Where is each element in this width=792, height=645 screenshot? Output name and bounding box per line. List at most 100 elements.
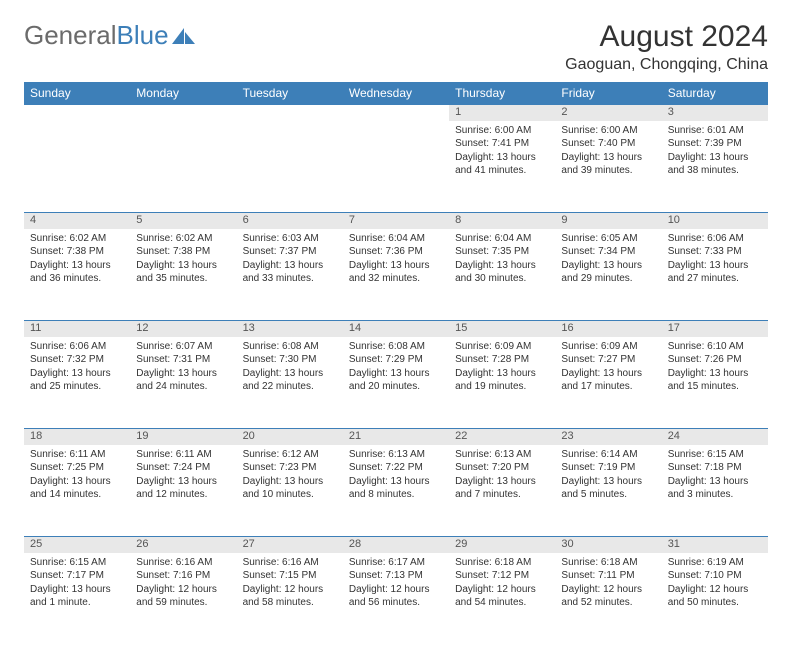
sunset-line: Sunset: 7:24 PM: [136, 461, 230, 475]
sunrise-line: Sunrise: 6:16 AM: [243, 556, 337, 570]
daylight-line: Daylight: 13 hours and 33 minutes.: [243, 259, 337, 286]
day-detail-cell: [343, 121, 449, 213]
sunset-line: Sunset: 7:33 PM: [668, 245, 762, 259]
header: GeneralBlue August 2024 Gaoguan, Chongqi…: [24, 20, 768, 74]
title-block: August 2024 Gaoguan, Chongqing, China: [565, 20, 768, 74]
day-number-cell: 6: [237, 213, 343, 229]
sunrise-line: Sunrise: 6:18 AM: [561, 556, 655, 570]
sunrise-line: Sunrise: 6:02 AM: [136, 232, 230, 246]
sunrise-line: Sunrise: 6:00 AM: [455, 124, 549, 138]
day-detail-cell: Sunrise: 6:17 AMSunset: 7:13 PMDaylight:…: [343, 553, 449, 645]
day-header: Wednesday: [343, 82, 449, 105]
day-number-cell: 12: [130, 321, 236, 337]
daylight-line: Daylight: 12 hours and 52 minutes.: [561, 583, 655, 610]
daylight-line: Daylight: 13 hours and 12 minutes.: [136, 475, 230, 502]
daylight-line: Daylight: 13 hours and 14 minutes.: [30, 475, 124, 502]
day-detail-cell: Sunrise: 6:02 AMSunset: 7:38 PMDaylight:…: [24, 229, 130, 321]
day-detail-cell: Sunrise: 6:02 AMSunset: 7:38 PMDaylight:…: [130, 229, 236, 321]
day-number-cell: 14: [343, 321, 449, 337]
daylight-line: Daylight: 13 hours and 41 minutes.: [455, 151, 549, 178]
day-number-cell: 13: [237, 321, 343, 337]
daylight-line: Daylight: 13 hours and 32 minutes.: [349, 259, 443, 286]
day-detail-cell: Sunrise: 6:19 AMSunset: 7:10 PMDaylight:…: [662, 553, 768, 645]
day-detail-cell: Sunrise: 6:10 AMSunset: 7:26 PMDaylight:…: [662, 337, 768, 429]
daylight-line: Daylight: 13 hours and 27 minutes.: [668, 259, 762, 286]
day-header: Thursday: [449, 82, 555, 105]
daylight-line: Daylight: 13 hours and 22 minutes.: [243, 367, 337, 394]
day-header: Sunday: [24, 82, 130, 105]
daylight-line: Daylight: 13 hours and 25 minutes.: [30, 367, 124, 394]
daylight-line: Daylight: 13 hours and 39 minutes.: [561, 151, 655, 178]
sunrise-line: Sunrise: 6:19 AM: [668, 556, 762, 570]
sunrise-line: Sunrise: 6:17 AM: [349, 556, 443, 570]
sunrise-line: Sunrise: 6:15 AM: [668, 448, 762, 462]
sunset-line: Sunset: 7:30 PM: [243, 353, 337, 367]
day-detail-cell: Sunrise: 6:04 AMSunset: 7:35 PMDaylight:…: [449, 229, 555, 321]
location: Gaoguan, Chongqing, China: [565, 56, 768, 74]
daylight-line: Daylight: 12 hours and 58 minutes.: [243, 583, 337, 610]
day-number-cell: 23: [555, 429, 661, 445]
sunset-line: Sunset: 7:11 PM: [561, 569, 655, 583]
sunrise-line: Sunrise: 6:01 AM: [668, 124, 762, 138]
daylight-line: Daylight: 13 hours and 35 minutes.: [136, 259, 230, 286]
day-number-cell: 10: [662, 213, 768, 229]
daylight-line: Daylight: 13 hours and 1 minute.: [30, 583, 124, 610]
sunset-line: Sunset: 7:23 PM: [243, 461, 337, 475]
daylight-line: Daylight: 12 hours and 56 minutes.: [349, 583, 443, 610]
day-number-cell: 31: [662, 537, 768, 553]
day-detail-cell: Sunrise: 6:06 AMSunset: 7:33 PMDaylight:…: [662, 229, 768, 321]
day-number-cell: 15: [449, 321, 555, 337]
day-number-cell: 27: [237, 537, 343, 553]
day-detail-cell: Sunrise: 6:09 AMSunset: 7:27 PMDaylight:…: [555, 337, 661, 429]
day-header-row: SundayMondayTuesdayWednesdayThursdayFrid…: [24, 82, 768, 105]
day-detail-cell: Sunrise: 6:00 AMSunset: 7:40 PMDaylight:…: [555, 121, 661, 213]
sunset-line: Sunset: 7:28 PM: [455, 353, 549, 367]
detail-row: Sunrise: 6:00 AMSunset: 7:41 PMDaylight:…: [24, 121, 768, 213]
daylight-line: Daylight: 13 hours and 3 minutes.: [668, 475, 762, 502]
sunset-line: Sunset: 7:38 PM: [30, 245, 124, 259]
day-detail-cell: Sunrise: 6:07 AMSunset: 7:31 PMDaylight:…: [130, 337, 236, 429]
detail-row: Sunrise: 6:15 AMSunset: 7:17 PMDaylight:…: [24, 553, 768, 645]
sunset-line: Sunset: 7:36 PM: [349, 245, 443, 259]
month-title: August 2024: [565, 20, 768, 54]
day-detail-cell: Sunrise: 6:18 AMSunset: 7:11 PMDaylight:…: [555, 553, 661, 645]
sunrise-line: Sunrise: 6:13 AM: [455, 448, 549, 462]
logo-text-general: General: [24, 20, 117, 51]
sunset-line: Sunset: 7:38 PM: [136, 245, 230, 259]
sunrise-line: Sunrise: 6:05 AM: [561, 232, 655, 246]
day-number-cell: 25: [24, 537, 130, 553]
sunset-line: Sunset: 7:31 PM: [136, 353, 230, 367]
day-detail-cell: Sunrise: 6:12 AMSunset: 7:23 PMDaylight:…: [237, 445, 343, 537]
day-detail-cell: Sunrise: 6:08 AMSunset: 7:30 PMDaylight:…: [237, 337, 343, 429]
day-header: Saturday: [662, 82, 768, 105]
day-number-cell: 1: [449, 105, 555, 121]
day-number-cell: [343, 105, 449, 121]
sunset-line: Sunset: 7:10 PM: [668, 569, 762, 583]
sunset-line: Sunset: 7:27 PM: [561, 353, 655, 367]
daynum-row: 123: [24, 105, 768, 121]
detail-row: Sunrise: 6:02 AMSunset: 7:38 PMDaylight:…: [24, 229, 768, 321]
day-detail-cell: Sunrise: 6:15 AMSunset: 7:17 PMDaylight:…: [24, 553, 130, 645]
sunset-line: Sunset: 7:35 PM: [455, 245, 549, 259]
day-detail-cell: Sunrise: 6:13 AMSunset: 7:22 PMDaylight:…: [343, 445, 449, 537]
sunset-line: Sunset: 7:39 PM: [668, 137, 762, 151]
day-detail-cell: [237, 121, 343, 213]
sunset-line: Sunset: 7:18 PM: [668, 461, 762, 475]
day-detail-cell: Sunrise: 6:13 AMSunset: 7:20 PMDaylight:…: [449, 445, 555, 537]
daylight-line: Daylight: 13 hours and 20 minutes.: [349, 367, 443, 394]
logo: GeneralBlue: [24, 20, 197, 51]
day-number-cell: 20: [237, 429, 343, 445]
day-detail-cell: Sunrise: 6:18 AMSunset: 7:12 PMDaylight:…: [449, 553, 555, 645]
sunrise-line: Sunrise: 6:00 AM: [561, 124, 655, 138]
daylight-line: Daylight: 12 hours and 54 minutes.: [455, 583, 549, 610]
day-detail-cell: Sunrise: 6:16 AMSunset: 7:16 PMDaylight:…: [130, 553, 236, 645]
day-number-cell: 26: [130, 537, 236, 553]
daylight-line: Daylight: 12 hours and 59 minutes.: [136, 583, 230, 610]
day-number-cell: 18: [24, 429, 130, 445]
daylight-line: Daylight: 13 hours and 19 minutes.: [455, 367, 549, 394]
day-number-cell: 2: [555, 105, 661, 121]
day-detail-cell: Sunrise: 6:08 AMSunset: 7:29 PMDaylight:…: [343, 337, 449, 429]
day-number-cell: 11: [24, 321, 130, 337]
day-detail-cell: Sunrise: 6:15 AMSunset: 7:18 PMDaylight:…: [662, 445, 768, 537]
sunrise-line: Sunrise: 6:04 AM: [349, 232, 443, 246]
